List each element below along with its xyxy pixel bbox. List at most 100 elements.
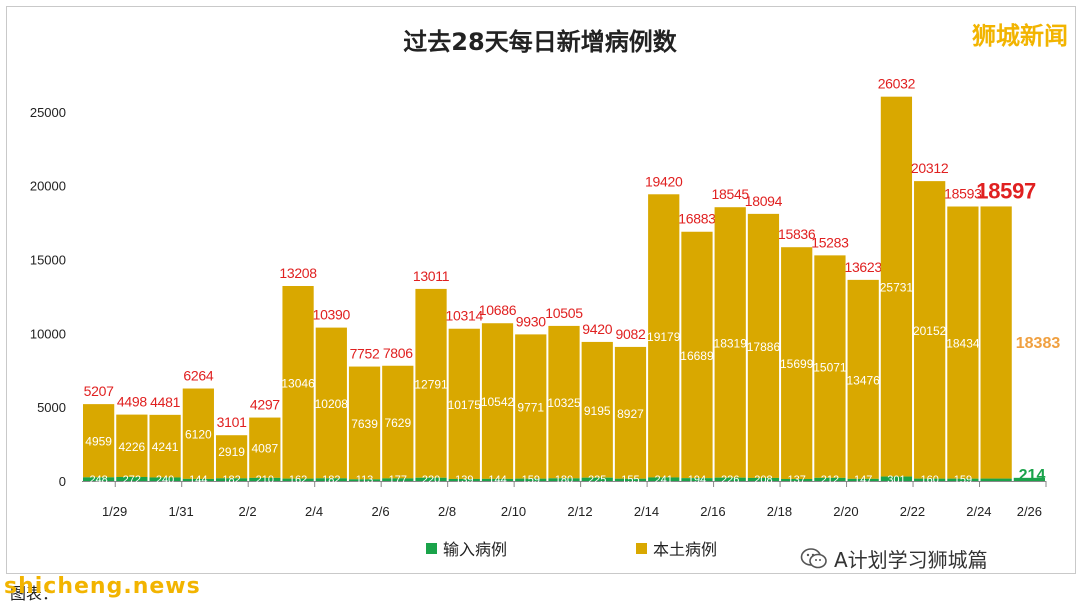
local-label: 9771 — [517, 401, 544, 415]
legend-label-local: 本土病例 — [653, 540, 718, 559]
bar-local — [714, 207, 746, 478]
url-watermark: shicheng.news — [4, 574, 201, 599]
total-label: 7806 — [383, 345, 413, 361]
total-label: 4297 — [250, 397, 280, 413]
local-label: 6120 — [185, 428, 212, 442]
legend-swatch-local — [636, 542, 647, 554]
bar-imported — [681, 478, 713, 481]
total-label: 19420 — [645, 173, 683, 189]
total-label: 13011 — [413, 268, 450, 284]
total-label: 3101 — [217, 414, 247, 430]
x-tick-label: 2/22 — [900, 504, 925, 519]
bar-imported — [814, 477, 846, 481]
local-label: 4087 — [251, 442, 278, 456]
imported-label: 182 — [222, 474, 240, 486]
imported-label: 147 — [854, 474, 872, 486]
x-tick-label: 2/26 — [1017, 504, 1042, 519]
imported-label: 159 — [522, 474, 540, 486]
x-tick-label: 1/31 — [168, 504, 193, 519]
total-label: 10314 — [446, 308, 484, 324]
bar-local — [382, 365, 414, 479]
imported-label: 137 — [788, 474, 806, 486]
legend-item-local: 本土病例 — [636, 536, 717, 560]
imported-label: 220 — [422, 474, 440, 486]
bar-imported — [315, 478, 347, 481]
bar-imported — [182, 478, 214, 481]
bar-imported — [614, 478, 647, 481]
wechat-watermark: A计划学习狮城篇 — [800, 544, 988, 573]
imported-label: 240 — [156, 474, 174, 486]
imported-label: 182 — [322, 474, 340, 486]
bar-imported — [781, 478, 813, 481]
bar-local — [249, 417, 281, 478]
bar-imported — [847, 478, 879, 481]
bar-local — [581, 341, 613, 478]
local-label: 10542 — [481, 395, 515, 409]
bar-imported — [249, 477, 281, 481]
bar-imported — [1013, 477, 1045, 481]
y-tick-label: 25000 — [30, 105, 66, 120]
bar-local — [282, 286, 314, 479]
local-label: 15071 — [813, 361, 847, 375]
local-label: 4241 — [152, 440, 179, 454]
total-label: 13208 — [279, 265, 317, 281]
imported-label: 225 — [588, 474, 606, 486]
local-label: 13476 — [846, 373, 880, 387]
bar-imported — [481, 478, 514, 481]
imported-label: 226 — [721, 474, 739, 486]
bar-imported — [348, 479, 381, 481]
bar-imported — [947, 478, 979, 481]
x-tick-label: 2/16 — [700, 504, 725, 519]
bar-local — [880, 96, 913, 477]
local-label: 4226 — [119, 440, 146, 454]
imported-label: 159 — [954, 474, 972, 486]
bar-local — [348, 366, 381, 480]
imported-label: 155 — [621, 474, 639, 486]
x-tick-label: 2/2 — [239, 504, 257, 519]
bar-imported — [648, 477, 680, 481]
local-label: 18319 — [714, 336, 748, 350]
imported-label: 212 — [821, 474, 839, 486]
total-label: 16883 — [678, 211, 716, 227]
total-label: 15836 — [778, 226, 816, 242]
imported-label: 160 — [920, 474, 938, 486]
bar-imported — [448, 478, 480, 481]
total-label: 6264 — [183, 368, 213, 384]
bar-local — [947, 206, 979, 479]
total-label: 18597 — [976, 178, 1036, 203]
total-label: 13623 — [844, 259, 882, 275]
bar-local — [681, 231, 713, 479]
local-label: 10325 — [547, 396, 581, 410]
local-label: 25731 — [880, 281, 914, 295]
local-label: 12791 — [414, 377, 448, 391]
total-label: 5207 — [84, 383, 114, 399]
x-tick-label: 1/29 — [102, 504, 127, 519]
local-label: 7639 — [351, 417, 378, 431]
bar-local — [781, 247, 813, 479]
imported-label: 139 — [455, 474, 473, 486]
x-tick-label: 2/24 — [966, 504, 991, 519]
total-label: 10686 — [479, 302, 517, 318]
bar-local — [914, 181, 946, 479]
bar-imported — [714, 477, 746, 481]
x-tick-label: 2/20 — [833, 504, 858, 519]
bar-local — [481, 323, 514, 479]
imported-label: 272 — [123, 474, 141, 486]
legend-item-imported: 输入病例 — [426, 536, 507, 560]
total-label: 4498 — [117, 394, 147, 410]
imported-label: 113 — [356, 474, 374, 486]
bar-local — [747, 213, 780, 478]
bar-local — [814, 255, 846, 478]
y-tick-label: 0 — [59, 474, 66, 489]
total-label: 4481 — [150, 394, 180, 410]
wechat-label: A计划学习狮城篇 — [834, 548, 988, 572]
imported-label: 194 — [688, 474, 706, 486]
local-label: 19179 — [647, 330, 681, 344]
source-label: 图表： — [10, 584, 59, 603]
bar-local — [548, 325, 580, 479]
local-label: 20152 — [913, 324, 947, 338]
imported-label: 180 — [555, 474, 573, 486]
side-local-value: 18383 — [1016, 335, 1061, 352]
bar-local — [83, 404, 115, 478]
